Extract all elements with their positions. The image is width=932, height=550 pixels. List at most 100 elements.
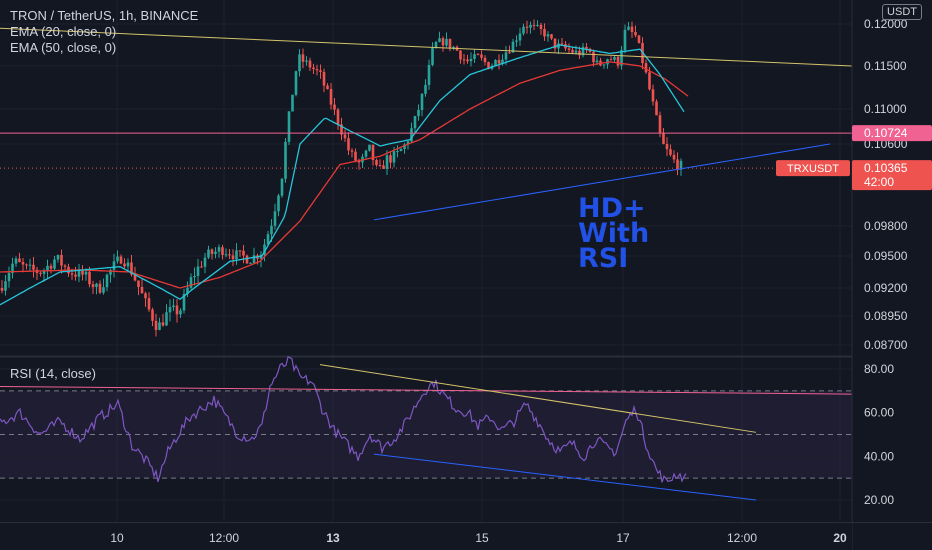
candle-body	[459, 50, 462, 60]
level-price-tag	[852, 125, 932, 142]
symbol-tag	[776, 160, 850, 177]
price-tick-label: 0.09500	[864, 249, 908, 263]
candle-body	[291, 94, 294, 112]
candle-body	[592, 51, 595, 63]
candle-body	[602, 64, 606, 66]
candle-body	[287, 111, 291, 142]
candle-body	[186, 287, 189, 294]
ema50-legend: EMA (50, close, 0)	[10, 40, 117, 55]
candle-body	[70, 273, 74, 275]
candle-body	[154, 320, 158, 330]
candle-body	[189, 277, 193, 288]
rsi-level-line	[0, 385, 853, 395]
rsi-grid	[0, 368, 852, 501]
candle-body	[420, 93, 424, 110]
candle-body	[179, 310, 182, 315]
candle-body	[424, 84, 427, 94]
candle-body	[452, 46, 455, 49]
candle-body	[399, 148, 403, 152]
candle-body	[312, 67, 315, 70]
candle-body	[21, 262, 25, 265]
annotation-line-2: With	[578, 218, 650, 249]
time-tick-label: 20	[833, 531, 847, 545]
candle-body	[147, 298, 151, 310]
candle-body	[539, 24, 543, 30]
price-tick-label: 0.09800	[864, 219, 908, 233]
candle-body	[294, 71, 298, 95]
candle-body	[329, 89, 333, 105]
candle-body	[550, 34, 553, 39]
candle-body	[333, 104, 336, 110]
candle-body	[536, 24, 539, 26]
candle-body	[231, 255, 235, 260]
candle-body	[644, 63, 648, 73]
candle-body	[466, 59, 469, 62]
candle-body	[60, 254, 63, 266]
candle-body	[427, 64, 431, 85]
candle-body	[448, 38, 452, 49]
candle-body	[623, 29, 627, 51]
candle-body	[655, 101, 658, 116]
candle-body	[126, 262, 130, 267]
candle-body	[305, 60, 308, 62]
candle-body	[494, 59, 497, 66]
candle-body	[123, 263, 126, 267]
candle-body	[441, 38, 445, 46]
candle-body	[501, 59, 504, 64]
candle-body	[417, 109, 420, 117]
candle-body	[116, 256, 119, 262]
candle-body	[676, 159, 679, 170]
candle-body	[319, 70, 322, 72]
candle-body	[504, 52, 508, 60]
overlays	[0, 27, 853, 306]
candle-body	[161, 322, 165, 326]
candle-body	[515, 40, 518, 42]
candle-body	[252, 255, 256, 263]
candle-body	[249, 262, 252, 264]
candle-body	[277, 195, 280, 212]
candle-body	[322, 71, 326, 86]
candle-body	[53, 259, 56, 269]
currency-selector[interactable]: USDT	[882, 4, 922, 20]
candle-body	[371, 144, 375, 160]
candle-body	[112, 261, 116, 270]
candle-body	[616, 56, 620, 66]
time-tick-label: 17	[616, 531, 630, 545]
candle-body	[172, 305, 175, 308]
candle-body	[280, 178, 284, 196]
candle-body	[301, 54, 305, 62]
candle-body	[651, 89, 655, 102]
candle-body	[210, 249, 214, 255]
candle-body	[350, 150, 354, 152]
time-axis-bg	[0, 522, 852, 550]
candle-body	[634, 31, 637, 36]
candle-body	[42, 270, 46, 274]
candle-body	[119, 256, 123, 264]
candle-body	[133, 274, 137, 281]
annotation-line-3: RSI	[578, 243, 629, 274]
candle-body	[385, 155, 389, 169]
candle-body	[406, 141, 410, 145]
candle-body	[354, 151, 357, 161]
candle-body	[672, 154, 676, 160]
candle-body	[39, 272, 42, 274]
annotation-line-1: HD+	[578, 193, 646, 224]
candle-body	[382, 165, 385, 169]
candle-body	[480, 54, 483, 58]
candle-body	[543, 29, 546, 37]
price-tick-label: 0.11000	[864, 102, 907, 116]
candle-body	[627, 26, 630, 30]
candle-body	[168, 307, 172, 313]
candle-body	[245, 255, 249, 264]
candle-body	[102, 287, 105, 293]
candle-body	[378, 165, 382, 167]
candle-body	[508, 52, 511, 54]
candle-body	[375, 159, 378, 166]
candle-body	[221, 247, 224, 255]
rsi-line	[0, 355, 687, 483]
rsi-tick-label: 40.00	[864, 449, 894, 463]
candle-body	[487, 62, 490, 69]
candle-body	[207, 249, 210, 258]
candle-body	[4, 281, 7, 291]
